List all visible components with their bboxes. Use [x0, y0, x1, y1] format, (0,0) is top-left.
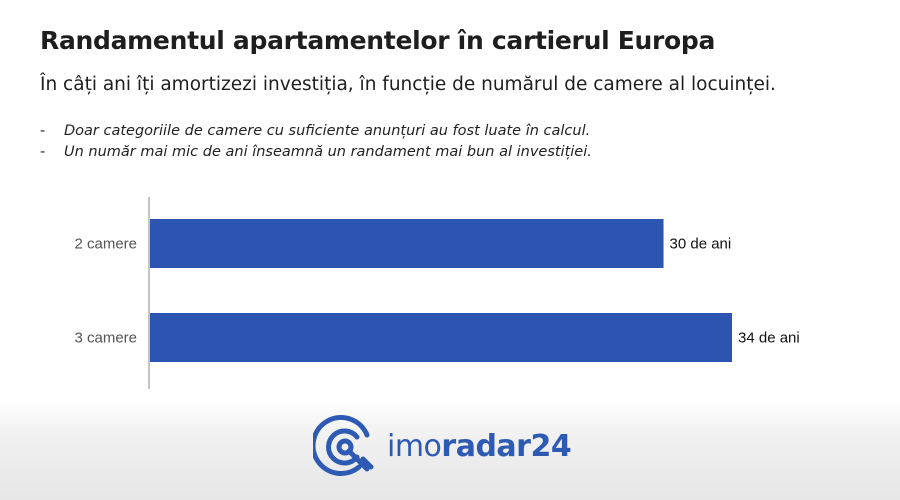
- notes-list: - Doar categoriile de camere cu suficien…: [40, 121, 592, 163]
- note-dash: -: [40, 123, 46, 139]
- bar: [150, 219, 664, 268]
- data-label: 34 de ani: [738, 330, 800, 347]
- brand-logo: imoradar24: [313, 415, 572, 477]
- note-text: Doar categoriile de camere cu suficiente…: [64, 123, 591, 139]
- note-item: - Doar categoriile de camere cu suficien…: [40, 121, 592, 142]
- chart-subtitle: În câți ani îți amortizezi investiția, î…: [40, 74, 776, 95]
- category-label: 2 camere: [74, 236, 137, 253]
- bar: [150, 313, 732, 362]
- note-dash: -: [40, 144, 46, 160]
- brand-name-bold: radar24: [441, 428, 572, 464]
- data-label: 30 de ani: [670, 236, 732, 253]
- chart-title: Randamentul apartamentelor în cartierul …: [40, 26, 716, 55]
- category-label: 3 camere: [74, 330, 137, 347]
- brand-name-light: imo: [387, 428, 442, 464]
- brand-name: imoradar24: [387, 428, 572, 464]
- footer-band: [0, 400, 900, 500]
- note-text: Un număr mai mic de ani înseamnă un rand…: [64, 144, 592, 160]
- bar-chart: 2 camere 30 de ani 3 camere 34 de ani: [74, 197, 800, 389]
- note-item: - Un număr mai mic de ani înseamnă un ra…: [40, 142, 592, 163]
- radar-logo-icon: [313, 415, 374, 476]
